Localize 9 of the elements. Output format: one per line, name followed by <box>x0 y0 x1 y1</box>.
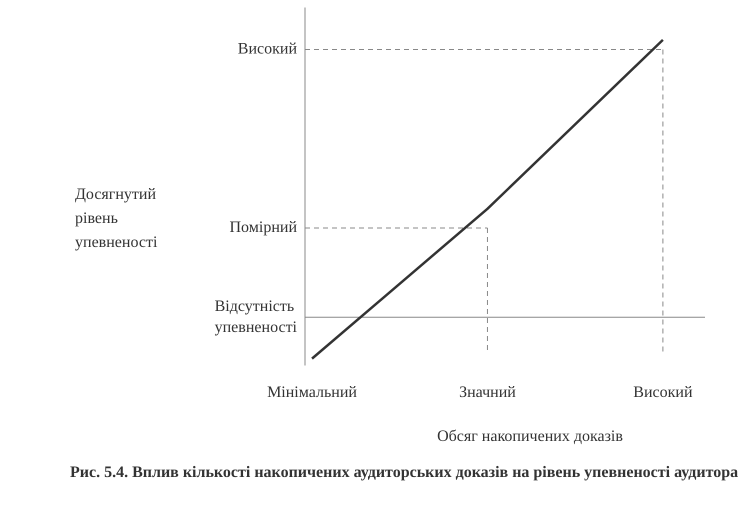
text: Рис. 5.4. Вплив кількості накопичених аудиторських доказів на рівень упевненості аудитора <box>70 463 740 483</box>
x-tick-label: Значний <box>459 384 516 402</box>
ref-line-label: Відсутність упевненості <box>214 298 298 336</box>
x-tick-label: Мінімальний <box>267 384 358 402</box>
x-tick-label: Високий <box>633 384 693 402</box>
ref-line-label: Високий <box>238 40 298 58</box>
ref-line-label: Помірний <box>229 219 298 236</box>
text: Досягнутий рівень упевненості <box>75 186 158 252</box>
x-axis-title: Обсяг накопичених доказів <box>437 428 624 446</box>
